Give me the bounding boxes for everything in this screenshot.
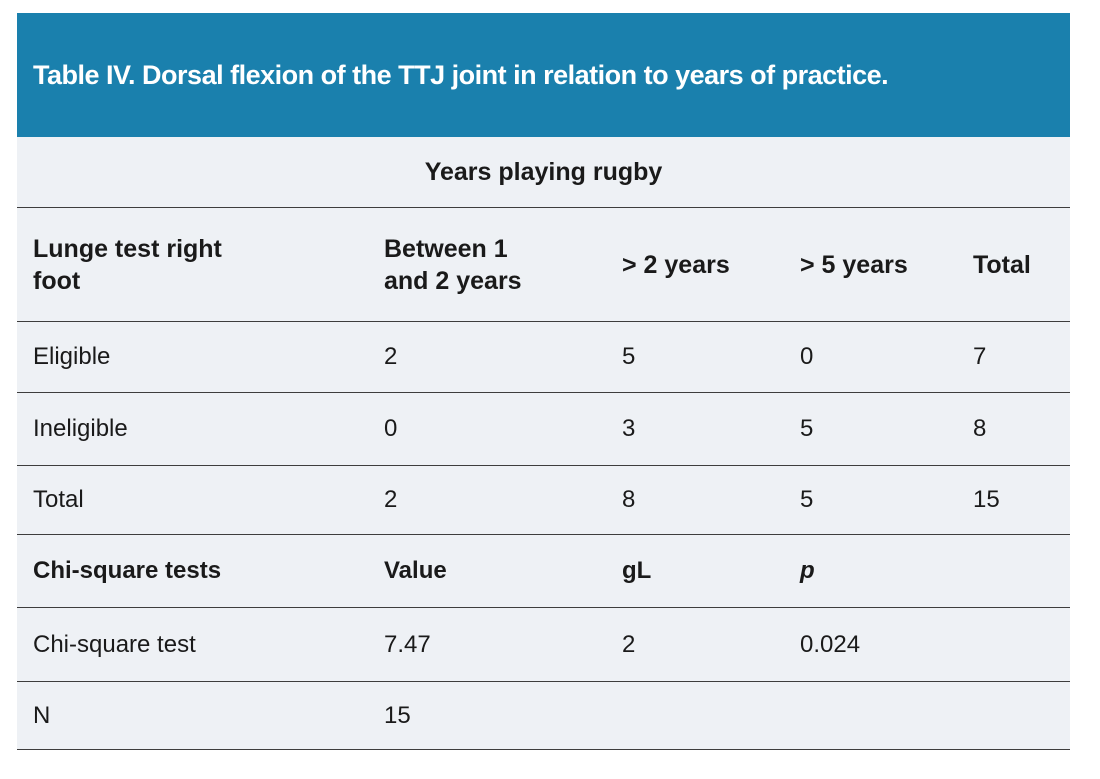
row-label: Eligible — [33, 343, 111, 370]
data-row-eligible: Eligible 2 5 0 7 — [17, 322, 1070, 393]
row-label: Total — [33, 486, 84, 513]
chi-header-gl: gL — [622, 557, 652, 584]
chi-header-value: Value — [384, 557, 447, 584]
cell-value: 8 — [622, 486, 636, 513]
cell-value: 8 — [973, 415, 987, 442]
column-header-between-1-2-years: Between 1 and 2 years — [384, 234, 522, 295]
column-header-total: Total — [973, 250, 1031, 279]
table-title-bar: Table IV. Dorsal flexion of the TTJ join… — [17, 13, 1070, 137]
cell-value: 7 — [973, 343, 987, 370]
table-iv-card: Table IV. Dorsal flexion of the TTJ join… — [17, 13, 1070, 750]
row-label: N — [33, 701, 51, 729]
cell-value: 5 — [800, 415, 814, 442]
cell-value: 5 — [622, 343, 636, 370]
cell-value: 0 — [800, 343, 814, 370]
table-title: Table IV. Dorsal flexion of the TTJ join… — [33, 59, 889, 90]
table-body: Years playing rugby Lunge test right foo… — [17, 137, 1070, 750]
cell-value: 15 — [384, 701, 411, 729]
column-header-gt-2-years: > 2 years — [622, 250, 730, 279]
chi-square-header-row: Chi-square tests Value gL p — [17, 535, 1070, 608]
cell-value: 3 — [622, 415, 636, 442]
cell-value: 7.47 — [384, 630, 431, 658]
row-label: Ineligible — [33, 415, 128, 442]
span-header-label: Years playing rugby — [424, 157, 663, 186]
cell-value: 2 — [384, 486, 398, 513]
cell-value: 0 — [384, 415, 398, 442]
data-row-ineligible: Ineligible 0 3 5 8 — [17, 393, 1070, 466]
span-header-row: Years playing rugby — [17, 137, 1070, 208]
cell-value: 2 — [384, 343, 398, 370]
column-header-row: Lunge test right foot Between 1 and 2 ye… — [17, 208, 1070, 322]
cell-value: 2 — [622, 630, 636, 658]
chi-square-test-row: Chi-square test 7.47 2 0.024 — [17, 608, 1070, 682]
cell-value: 0.024 — [800, 630, 861, 658]
row-label: Chi-square test — [33, 630, 196, 658]
chi-header-tests: Chi-square tests — [33, 557, 222, 584]
chi-header-p: p — [800, 557, 815, 584]
column-header-lunge-test: Lunge test right foot — [33, 234, 222, 295]
cell-value: 5 — [800, 486, 814, 513]
n-row: N 15 — [17, 682, 1070, 750]
data-row-total: Total 2 8 5 15 — [17, 466, 1070, 535]
cell-value: 15 — [973, 486, 1000, 513]
column-header-gt-5-years: > 5 years — [800, 250, 908, 279]
